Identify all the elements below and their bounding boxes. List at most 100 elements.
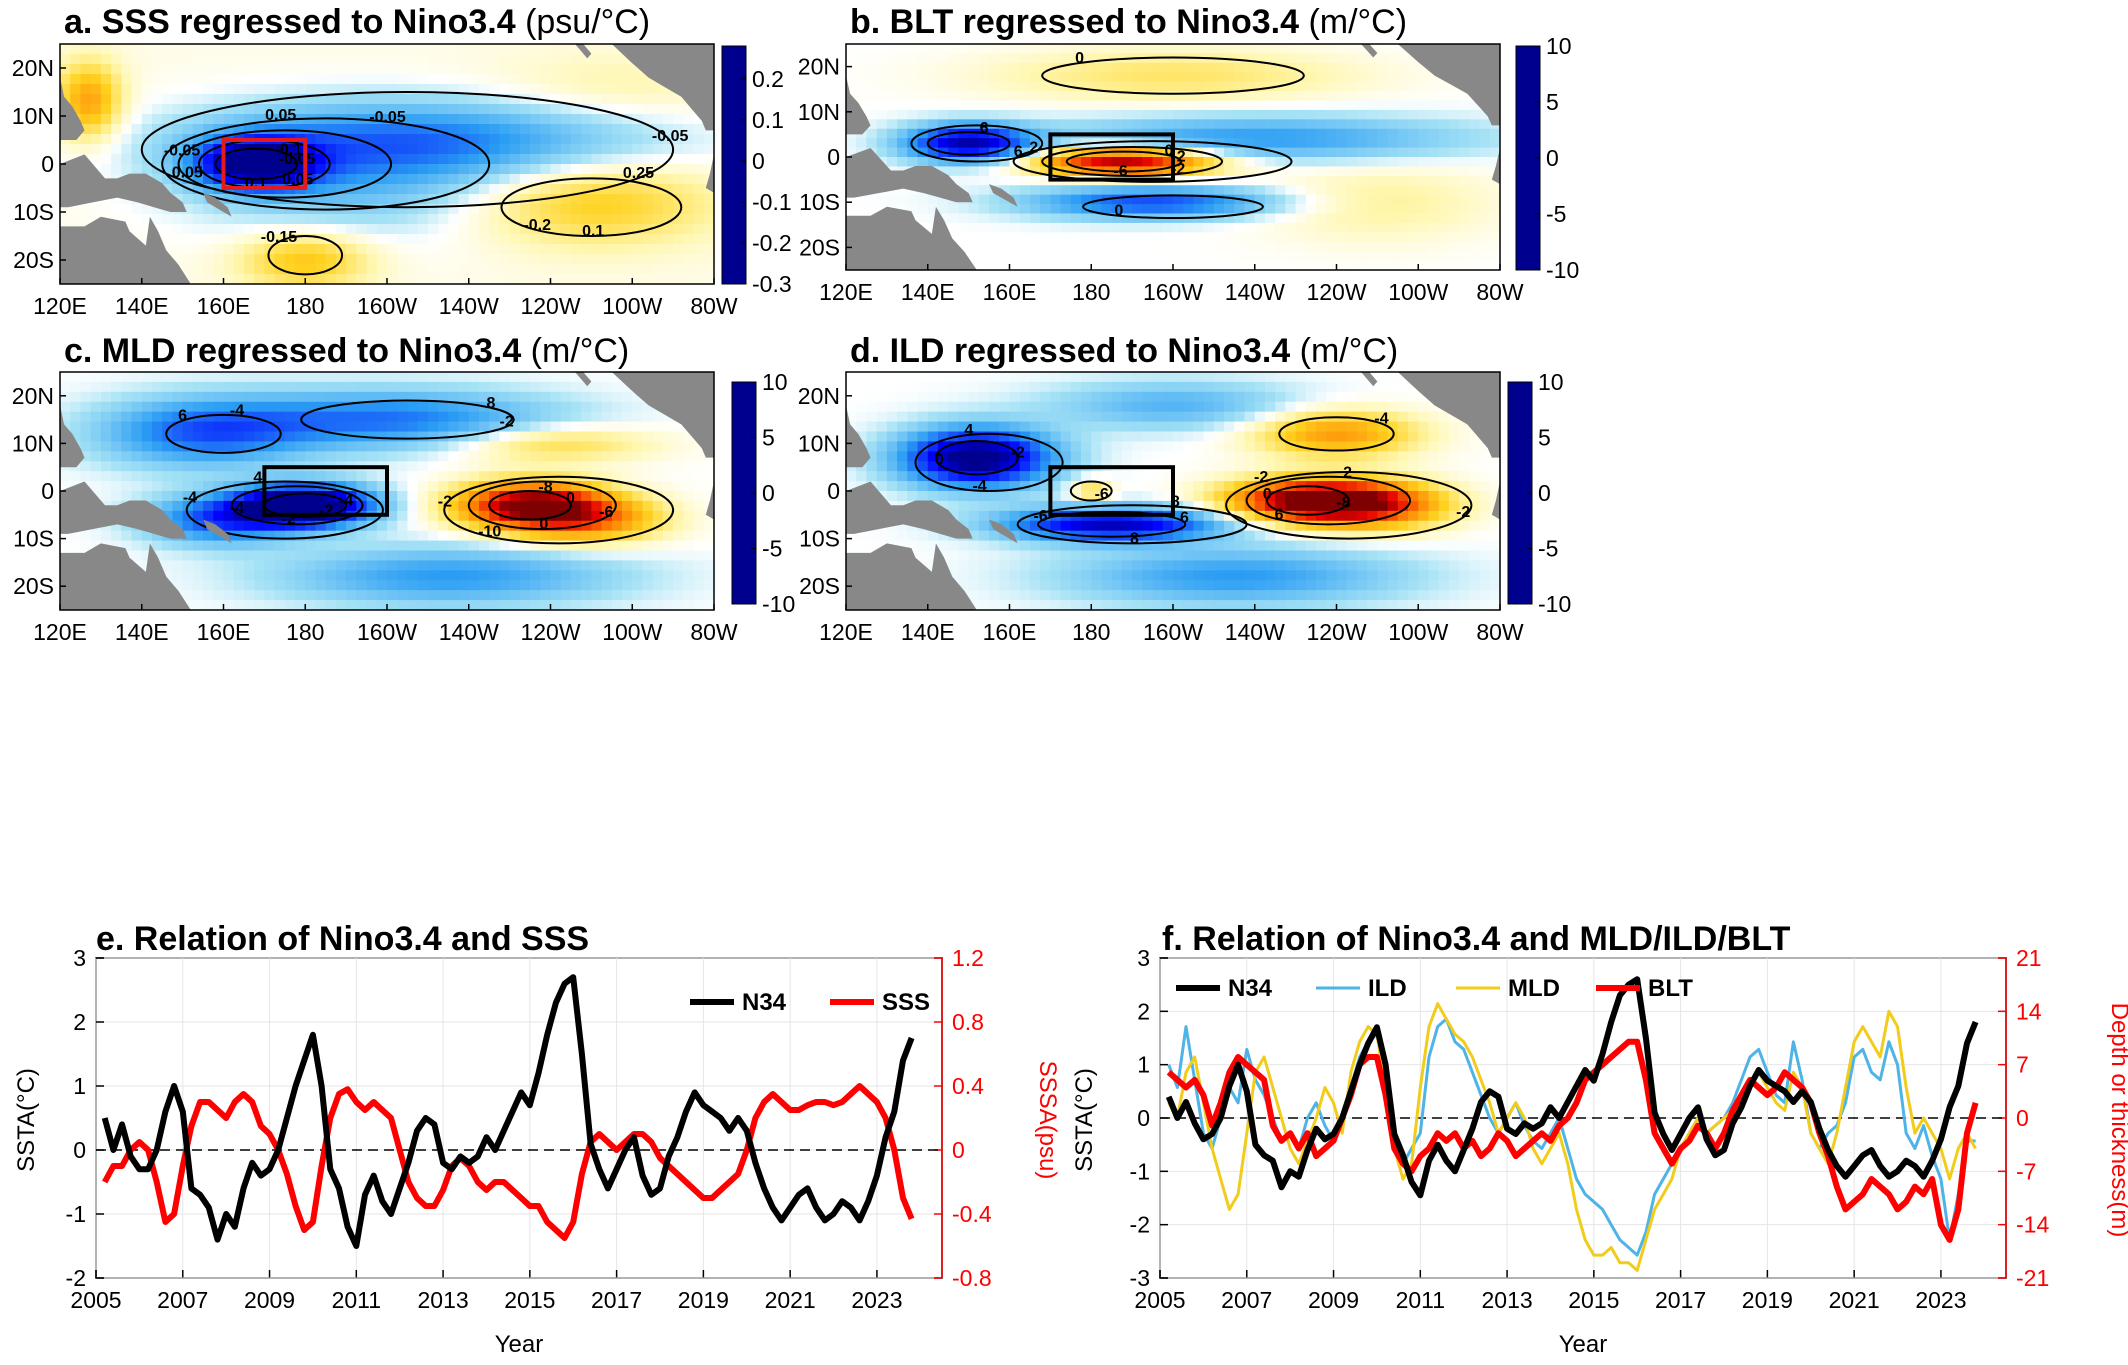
field-cell — [1245, 129, 1256, 139]
field-cell — [91, 402, 102, 413]
field-cell — [1214, 82, 1225, 92]
field-cell — [622, 274, 633, 285]
field-cell — [969, 223, 980, 233]
field-cell — [846, 53, 857, 63]
field-cell — [428, 264, 439, 275]
field-cell — [428, 274, 439, 285]
field-cell — [193, 244, 204, 255]
field-cell — [1153, 72, 1164, 82]
field-cell — [428, 570, 439, 581]
field-cell — [1377, 110, 1388, 120]
field-cell — [948, 214, 959, 224]
field-cell — [356, 451, 367, 462]
field-cell — [1081, 110, 1092, 120]
field-cell — [142, 54, 153, 65]
field-cell — [918, 72, 929, 82]
field-cell — [448, 224, 459, 235]
field-cell — [510, 600, 521, 611]
field-cell — [387, 541, 398, 552]
field-cell — [203, 264, 214, 275]
lon-tick-label: 180 — [286, 293, 324, 319]
field-cell — [561, 372, 572, 383]
field-cell — [1316, 119, 1327, 129]
field-cell — [407, 224, 418, 235]
field-cell — [958, 166, 969, 176]
field-cell — [326, 412, 337, 423]
field-cell — [193, 590, 204, 601]
field-cell — [510, 441, 521, 452]
field-cell — [213, 74, 224, 85]
field-cell — [1091, 214, 1102, 224]
field-cell — [1081, 91, 1092, 101]
field-cell — [561, 244, 572, 255]
field-cell — [632, 194, 643, 205]
field-cell — [1377, 204, 1388, 214]
field-cell — [602, 64, 613, 75]
field-cell — [1010, 101, 1021, 111]
field-cell — [866, 53, 877, 63]
field-cell — [244, 392, 255, 403]
lon-tick-label: 140W — [439, 619, 499, 645]
field-cell — [663, 174, 674, 185]
field-cell — [877, 382, 888, 393]
field-cell — [653, 570, 664, 581]
field-cell — [673, 274, 684, 285]
field-cell — [132, 461, 143, 472]
field-cell — [80, 412, 91, 423]
field-cell — [183, 382, 194, 393]
field-cell — [1193, 119, 1204, 129]
field-cell — [224, 551, 235, 562]
field-cell — [315, 570, 326, 581]
field-cell — [101, 392, 112, 403]
field-cell — [632, 254, 643, 265]
field-cell — [602, 244, 613, 255]
field-cell — [438, 154, 449, 165]
field-cell — [1122, 63, 1133, 73]
field-cell — [683, 164, 694, 175]
field-cell — [275, 412, 286, 423]
field-cell — [1214, 223, 1225, 233]
field-cell — [1020, 204, 1031, 214]
field-cell — [1061, 101, 1072, 111]
field-cell — [1326, 242, 1337, 252]
field-cell — [1255, 72, 1266, 82]
field-cell — [101, 422, 112, 433]
field-cell — [571, 451, 582, 462]
field-cell — [1224, 101, 1235, 111]
field-cell — [193, 54, 204, 65]
field-cell — [418, 501, 429, 512]
field-cell — [1459, 204, 1470, 214]
field-cell — [428, 590, 439, 601]
field-cell — [1234, 148, 1245, 158]
field-cell — [152, 382, 163, 393]
field-cell — [264, 382, 275, 393]
field-cell — [367, 422, 378, 433]
field-cell — [203, 64, 214, 75]
field-cell — [642, 491, 653, 502]
field-cell — [121, 54, 132, 65]
field-cell — [856, 382, 867, 393]
field-cell — [213, 600, 224, 611]
field-cell — [530, 104, 541, 115]
field-cell — [1183, 119, 1194, 129]
field-cell — [510, 501, 521, 512]
lat-tick-label: 10S — [799, 189, 840, 215]
field-cell — [407, 264, 418, 275]
field-cell — [315, 551, 326, 562]
field-cell — [407, 244, 418, 255]
field-cell — [1214, 232, 1225, 242]
field-cell — [1255, 185, 1266, 195]
field-cell — [1163, 261, 1174, 271]
field-cell — [1234, 63, 1245, 73]
field-cell — [346, 234, 357, 245]
field-cell — [663, 461, 674, 472]
field-cell — [438, 382, 449, 393]
field-cell — [642, 451, 653, 462]
field-cell — [264, 402, 275, 413]
field-cell — [520, 134, 531, 145]
field-cell — [438, 481, 449, 492]
field-cell — [1091, 119, 1102, 129]
field-cell — [132, 224, 143, 235]
field-cell — [979, 195, 990, 205]
field-cell — [866, 441, 877, 452]
